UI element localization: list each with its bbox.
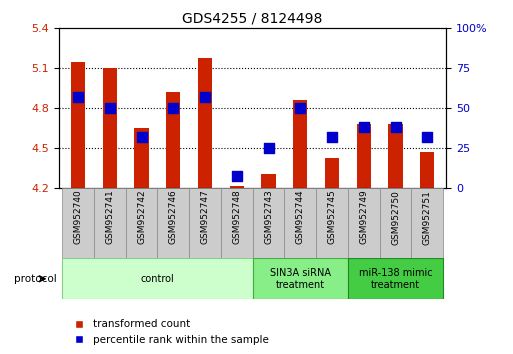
Point	[169, 105, 177, 111]
Bar	[189, 188, 221, 258]
Point	[360, 124, 368, 130]
Bar	[262, 175, 275, 188]
Bar	[94, 188, 126, 258]
Bar	[134, 128, 149, 188]
Text: GSM952743: GSM952743	[264, 190, 273, 245]
Bar	[380, 188, 411, 258]
Text: GSM952741: GSM952741	[105, 190, 114, 245]
Text: GSM952747: GSM952747	[201, 190, 209, 245]
Text: GSM952749: GSM952749	[359, 190, 368, 245]
Text: control: control	[141, 274, 174, 284]
Text: GSM952750: GSM952750	[391, 190, 400, 245]
Title: GDS4255 / 8124498: GDS4255 / 8124498	[183, 12, 323, 26]
Bar	[348, 188, 380, 258]
Bar	[71, 62, 85, 188]
Point	[201, 94, 209, 100]
Bar	[230, 186, 244, 188]
Text: GSM952742: GSM952742	[137, 190, 146, 244]
Point	[423, 134, 431, 139]
Point	[74, 94, 82, 100]
Text: GSM952746: GSM952746	[169, 190, 178, 245]
Text: GSM952744: GSM952744	[296, 190, 305, 244]
Point	[264, 145, 272, 151]
Bar	[411, 188, 443, 258]
Point	[296, 105, 304, 111]
Text: SIN3A siRNA
treatment: SIN3A siRNA treatment	[270, 268, 331, 290]
Bar	[357, 124, 371, 188]
Text: GSM952740: GSM952740	[73, 190, 83, 245]
Point	[137, 134, 146, 139]
Text: GSM952748: GSM952748	[232, 190, 241, 245]
Bar	[253, 258, 348, 299]
Bar	[293, 100, 307, 188]
Text: GSM952745: GSM952745	[327, 190, 337, 245]
Bar	[221, 188, 253, 258]
Legend: transformed count, percentile rank within the sample: transformed count, percentile rank withi…	[64, 315, 273, 349]
Point	[328, 134, 336, 139]
Bar	[103, 68, 117, 188]
Bar	[157, 188, 189, 258]
Point	[391, 124, 400, 130]
Bar	[166, 92, 181, 188]
Text: GSM952751: GSM952751	[423, 190, 432, 245]
Bar	[316, 188, 348, 258]
Bar	[62, 188, 94, 258]
Bar	[284, 188, 316, 258]
Bar	[62, 258, 253, 299]
Bar	[388, 124, 403, 188]
Point	[233, 174, 241, 179]
Bar	[198, 58, 212, 188]
Text: protocol: protocol	[14, 274, 56, 284]
Text: miR-138 mimic
treatment: miR-138 mimic treatment	[359, 268, 432, 290]
Bar	[253, 188, 284, 258]
Bar	[126, 188, 157, 258]
Bar	[325, 159, 339, 188]
Point	[106, 105, 114, 111]
Bar	[348, 258, 443, 299]
Bar	[420, 152, 435, 188]
